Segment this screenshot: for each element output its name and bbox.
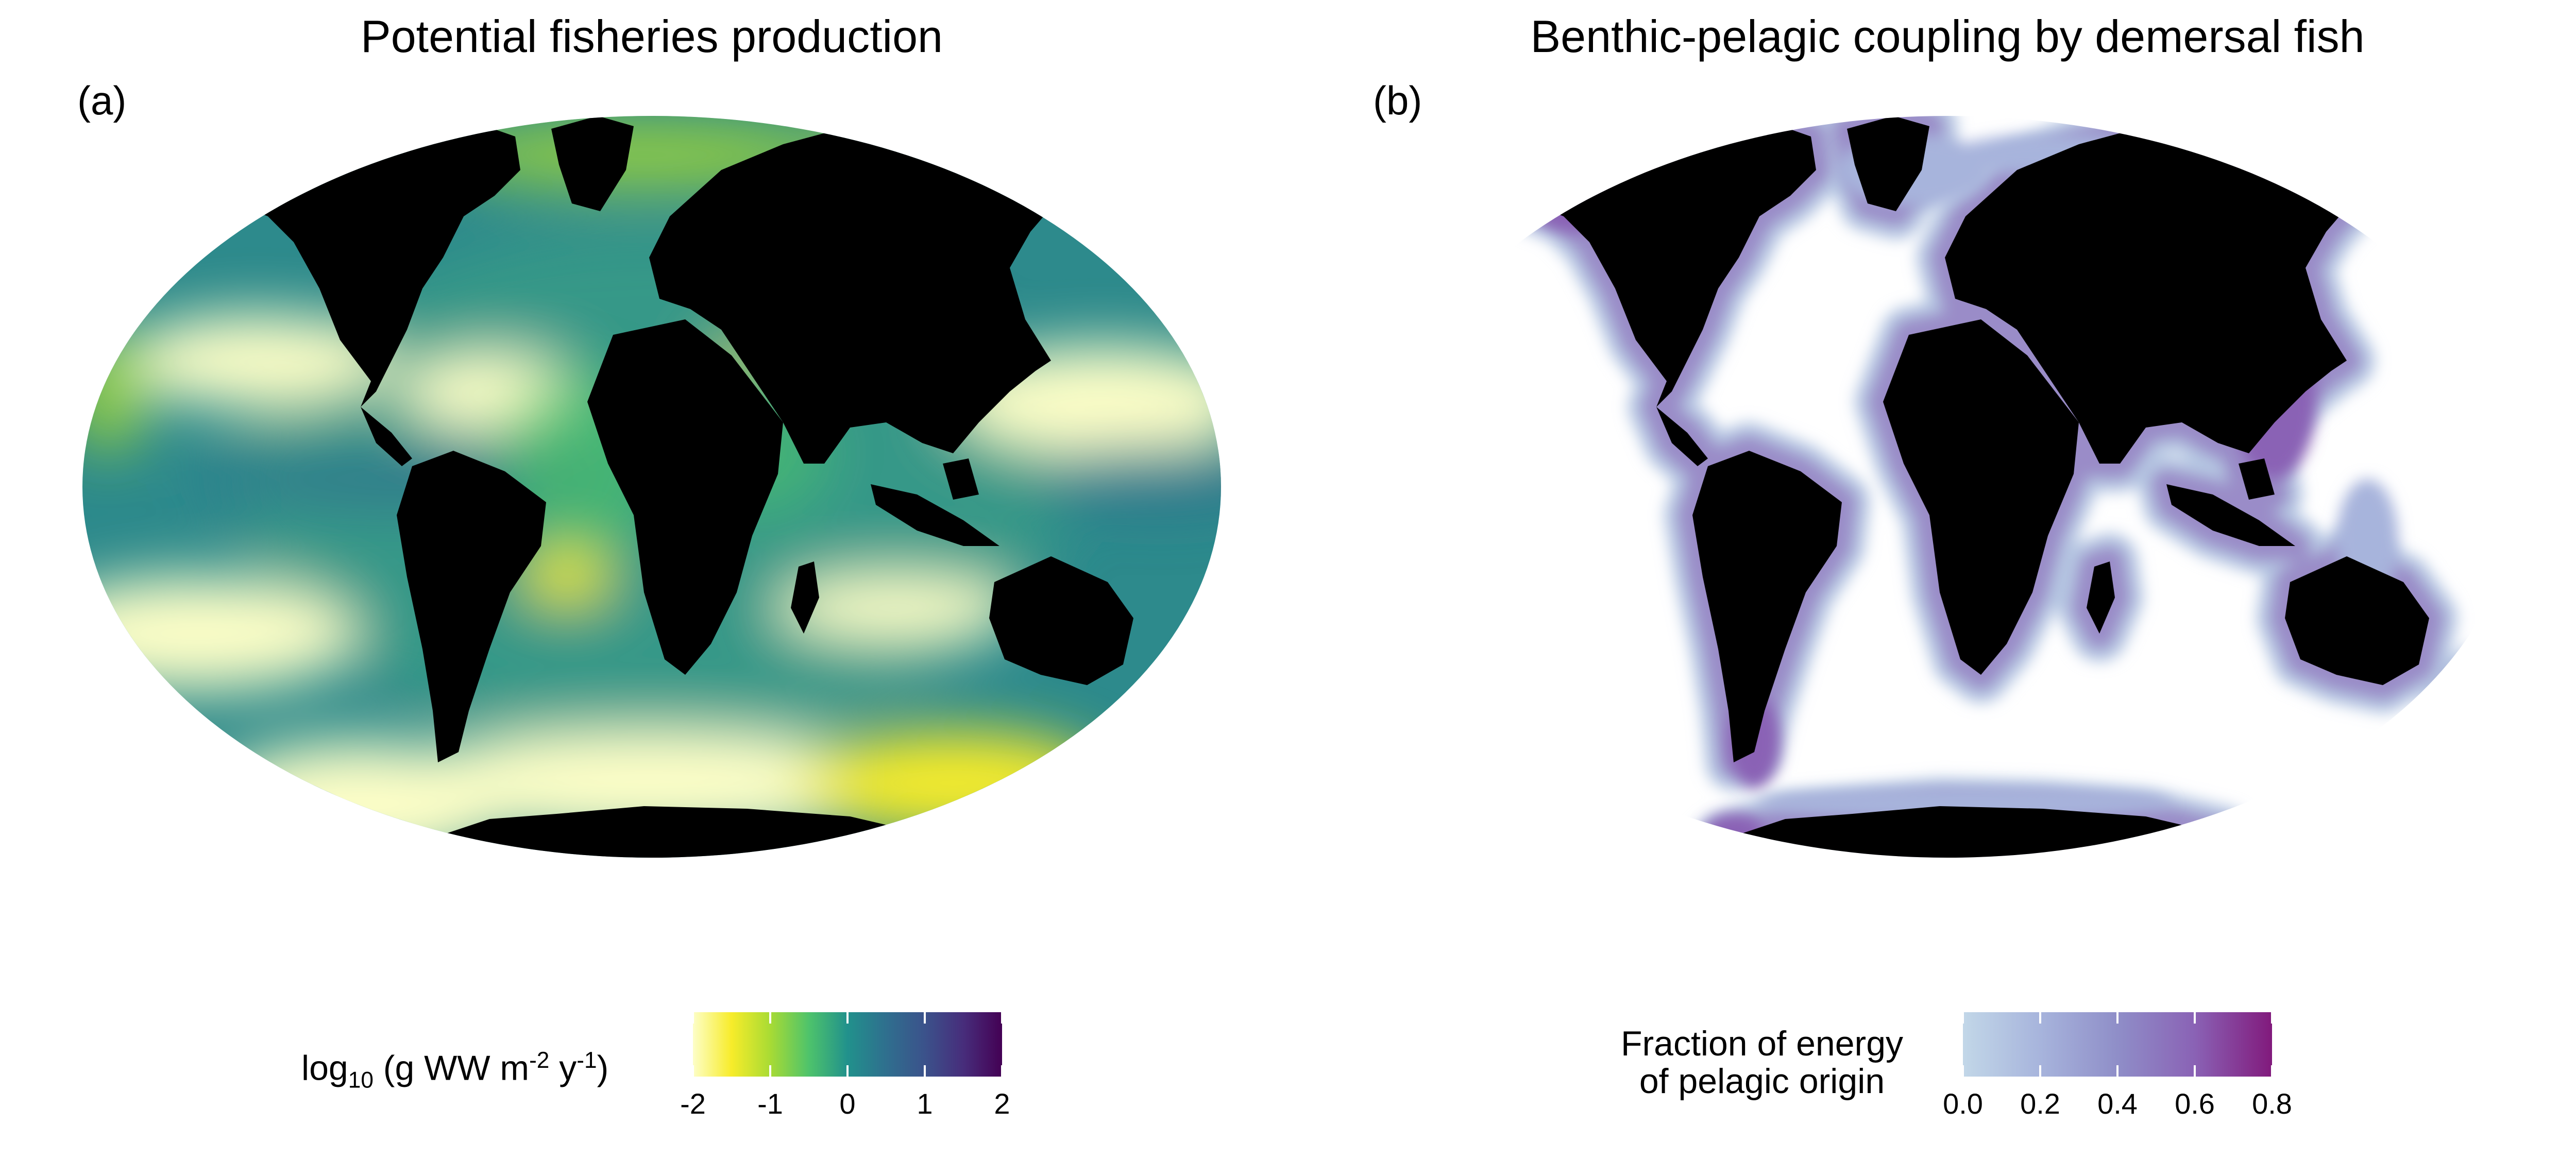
panel-b-title: Benthic-pelagic coupling by demersal fis… bbox=[1530, 11, 2365, 62]
panel-a-label: (a) bbox=[77, 78, 127, 123]
colorbar-a-tick-label: -1 bbox=[757, 1087, 783, 1120]
colorbar-a-tick-label: 0 bbox=[839, 1087, 856, 1120]
colorbar-a-label: log10 (g WW m-2 y-1) bbox=[301, 1048, 609, 1093]
panel-a-title: Potential fisheries production bbox=[361, 11, 943, 62]
colorbar-b-tick-label: 0.4 bbox=[2097, 1087, 2138, 1120]
colorbar-a-tickmarks bbox=[692, 1012, 1003, 1077]
colorbar-a-tick-label: 1 bbox=[917, 1087, 933, 1120]
colorbar-b-label: Fraction of energy of pelagic origin bbox=[1613, 1025, 1911, 1101]
colorbar-b-label-line1: Fraction of energy bbox=[1620, 1024, 1904, 1063]
colorbar-b-tick-label: 0.6 bbox=[2175, 1087, 2215, 1120]
colorbar-b-label-line2: of pelagic origin bbox=[1639, 1062, 1885, 1101]
colorbar-b-tick-label: 0.2 bbox=[2020, 1087, 2060, 1120]
colorbar-a-tick-label: -2 bbox=[680, 1087, 706, 1120]
map-panel-a bbox=[82, 116, 1221, 858]
colorbar-a-tick-label: 2 bbox=[994, 1087, 1010, 1120]
map-panel-b bbox=[1528, 116, 2481, 858]
panel-b-label: (b) bbox=[1373, 78, 1422, 123]
colorbar-b-tickmarks bbox=[1962, 1012, 2273, 1077]
colorbar-b-tick-label: 0.8 bbox=[2252, 1087, 2292, 1120]
colorbar-b-tick-label: 0.0 bbox=[1943, 1087, 1983, 1120]
